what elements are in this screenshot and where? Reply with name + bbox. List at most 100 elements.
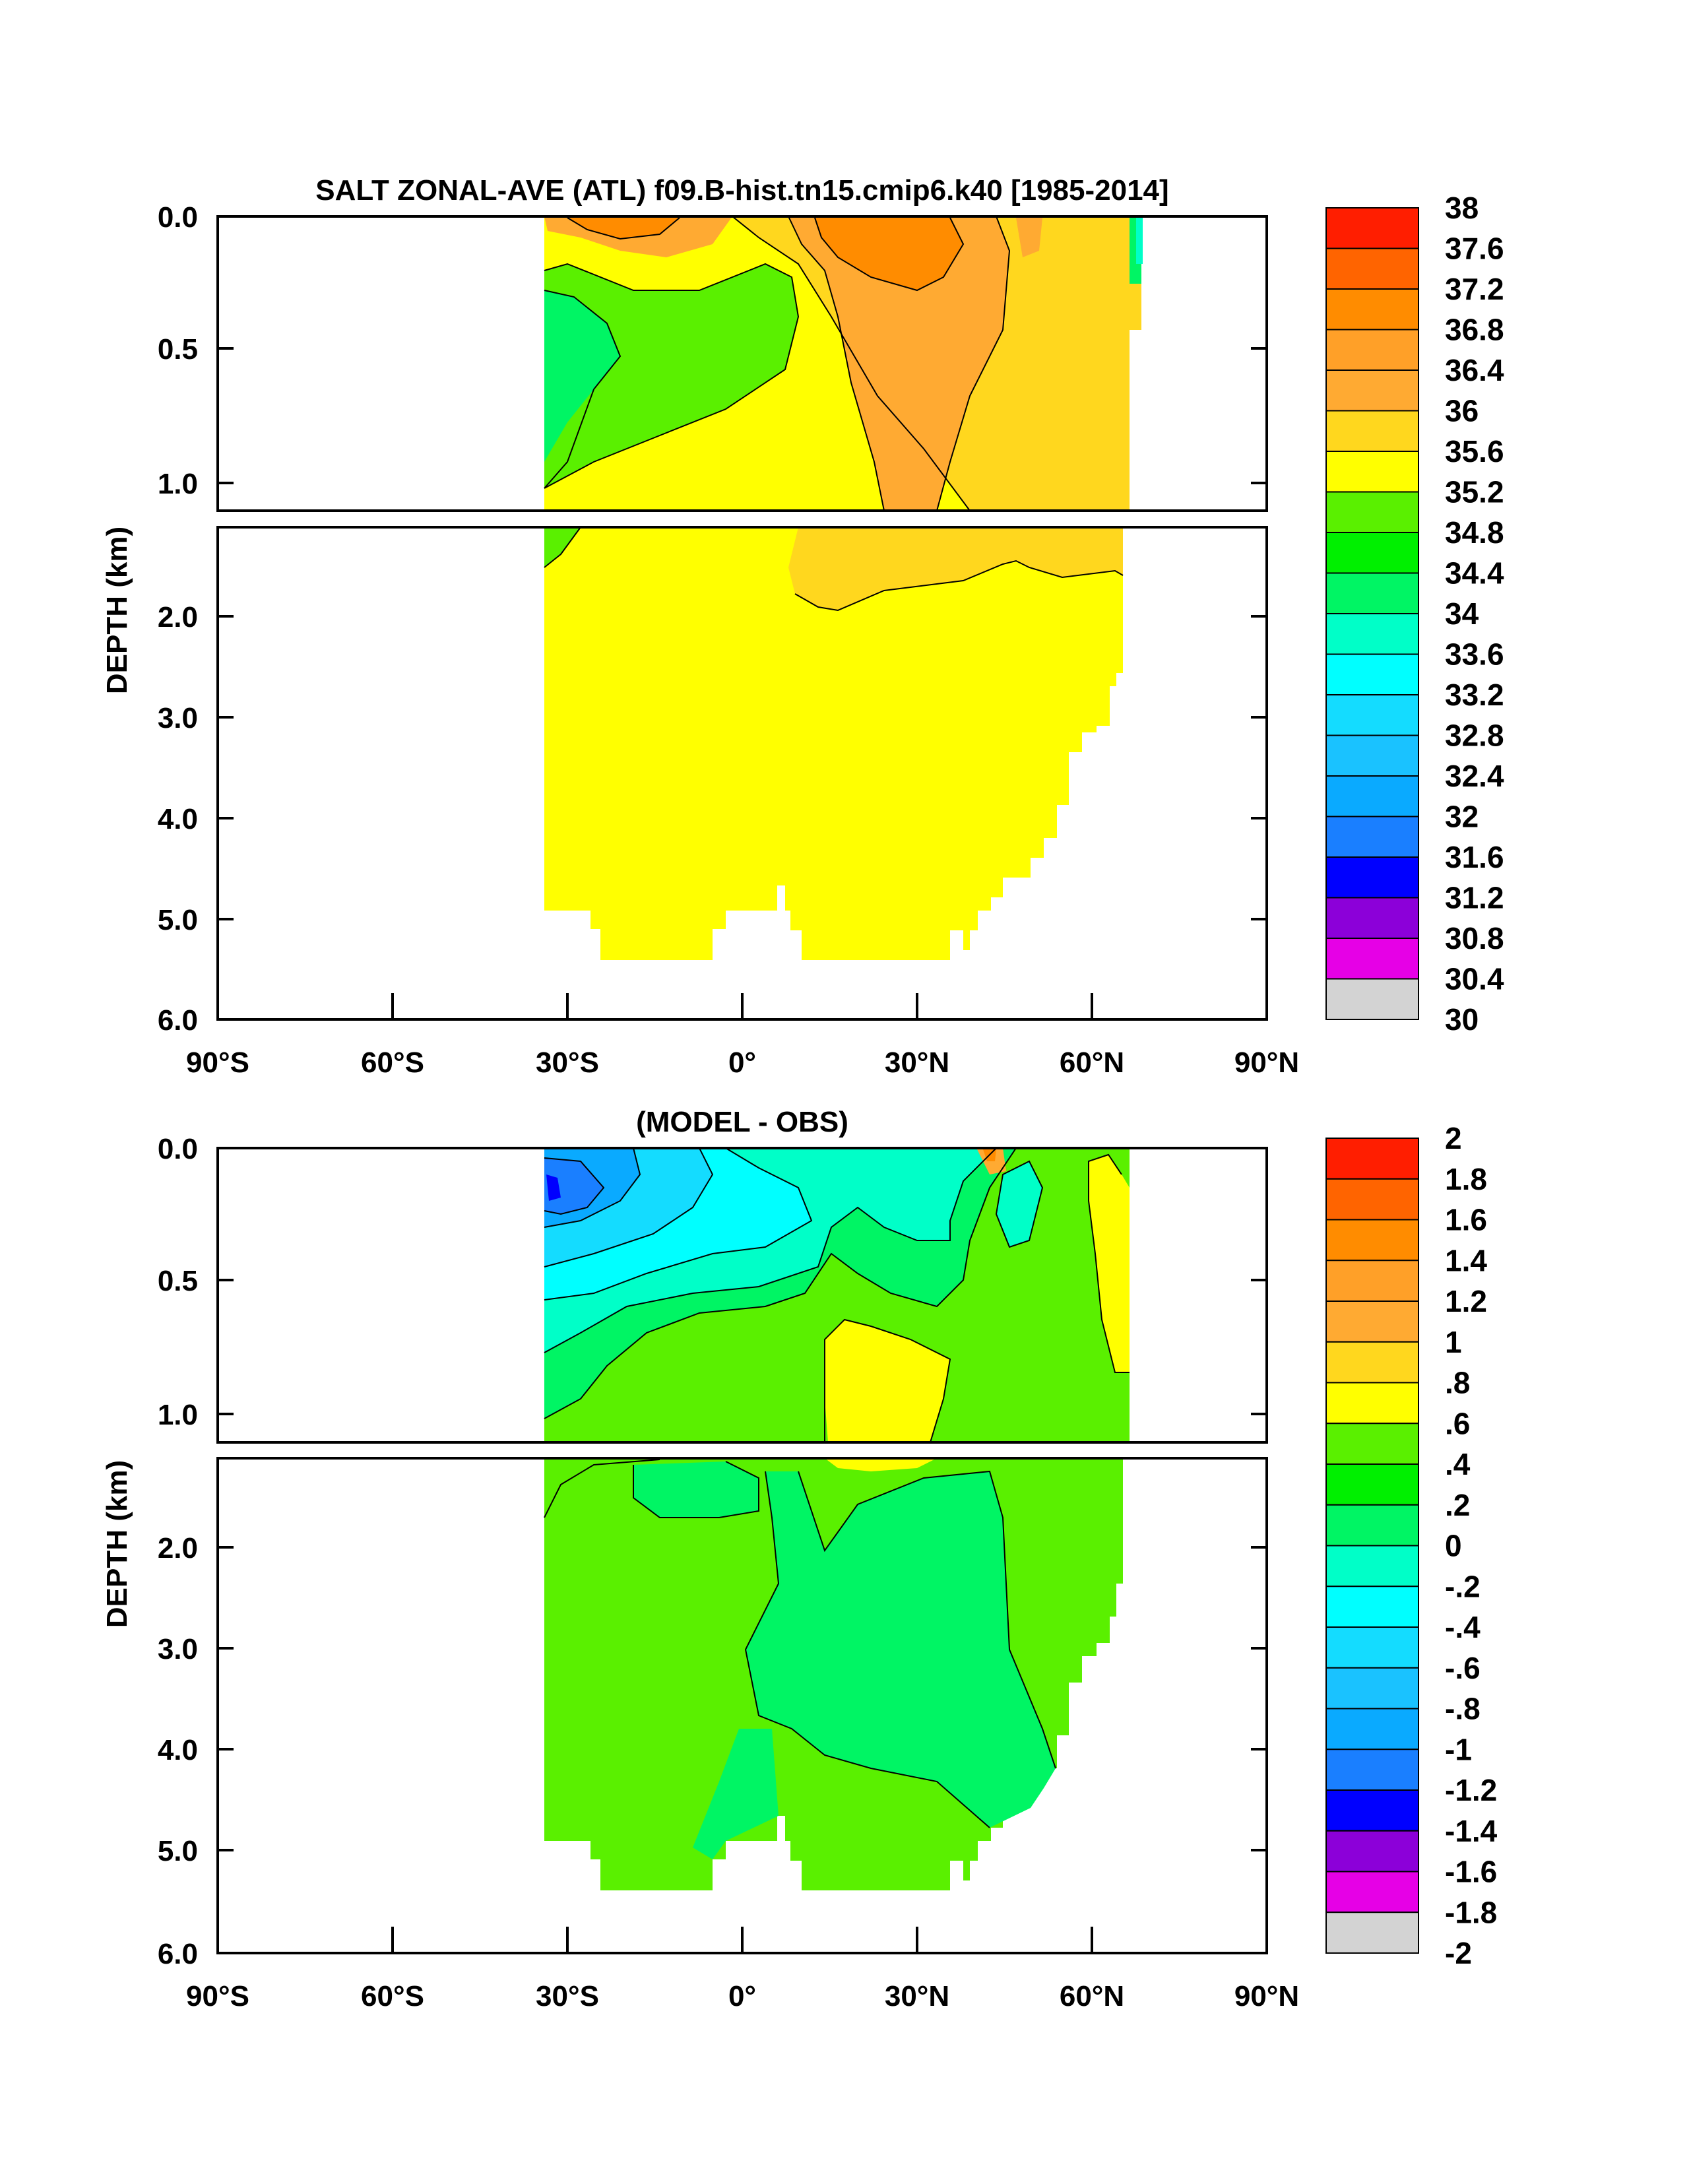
upper-east-cyan2 — [1136, 218, 1143, 264]
panel1-title: SALT ZONAL-AVE (ATL) f09.B-hist.tn15.cmi… — [315, 174, 1168, 207]
panel1-y-axis-label: DEPTH (km) — [101, 527, 133, 694]
colorbar-label: 33.6 — [1445, 637, 1504, 672]
contour-line — [544, 290, 621, 489]
y-tick-label: 0.0 — [158, 201, 198, 234]
contour-line — [1088, 1153, 1130, 1373]
colorbar-label: -2 — [1445, 1936, 1472, 1970]
x-tick-label: 0° — [728, 1980, 756, 2012]
x-tick-label: 60°N — [1060, 1980, 1124, 2012]
y-tick-label: 6.0 — [158, 1938, 198, 1970]
y-tick-label: 4.0 — [158, 1734, 198, 1766]
colorbar-label: -1.6 — [1445, 1855, 1497, 1889]
contour-line — [824, 1318, 951, 1442]
x-tick-label: 60°N — [1060, 1046, 1124, 1079]
y-tick-label: 3.0 — [158, 1633, 198, 1665]
panel2-title: (MODEL - OBS) — [636, 1106, 848, 1138]
colorbar-label: -.4 — [1445, 1610, 1481, 1644]
colorbar-label: .6 — [1445, 1406, 1470, 1440]
colorbar-box — [1325, 1219, 1419, 1262]
contour-line — [544, 1148, 641, 1228]
y-tick-label: 5.0 — [158, 904, 198, 936]
colorbar-label: 32 — [1445, 800, 1479, 834]
upper-deep-orange — [815, 218, 963, 290]
contour-line — [732, 216, 971, 511]
contour-line — [567, 217, 680, 240]
y-tick-label: 2.0 — [158, 601, 198, 633]
upper-east-orange — [1016, 218, 1042, 257]
colorbar-label: .8 — [1445, 1366, 1470, 1400]
colorbar-box — [1325, 1341, 1419, 1384]
colorbar-box — [1325, 247, 1419, 290]
colorbar-box — [1325, 1626, 1419, 1669]
diff-upper-blue2 — [544, 1158, 604, 1214]
colorbar-box — [1325, 938, 1419, 980]
colorbar-box — [1325, 1138, 1419, 1180]
colorbar-label: 36.8 — [1445, 313, 1504, 347]
colorbar-box — [1325, 410, 1419, 452]
x-tick-label: 30°N — [885, 1980, 949, 2012]
colorbar-label: 36 — [1445, 394, 1479, 428]
x-tick-label: 90°S — [186, 1046, 249, 1079]
y-tick-label: 3.0 — [158, 702, 198, 734]
contour-line — [814, 217, 965, 292]
x-tick-label: 60°S — [361, 1980, 424, 2012]
lower-green-wedge — [544, 527, 581, 567]
panel2-y-ticks-lower: 2.0 3.0 4.0 5.0 6.0 — [158, 1532, 1267, 1970]
colorbar-box — [1325, 451, 1419, 493]
colorbar-box — [1325, 1708, 1419, 1750]
contour-line — [995, 1160, 1044, 1248]
y-tick-label: 1.0 — [158, 468, 198, 500]
colorbar-label: 31.2 — [1445, 881, 1504, 915]
colorbar-box — [1325, 1463, 1419, 1506]
colorbar-box — [1325, 897, 1419, 939]
colorbar-box — [1325, 207, 1419, 249]
colorbar-box — [1325, 1911, 1419, 1954]
colorbar-label: 32.4 — [1445, 759, 1504, 793]
contour-line — [544, 1148, 997, 1353]
x-tick-label: 90°S — [186, 1980, 249, 2012]
colorbar-box — [1325, 532, 1419, 574]
colorbar-label: 30.4 — [1445, 962, 1504, 996]
colorbar-box — [1325, 734, 1419, 777]
panel1-x-ticks: 90°S 60°S 30°S 0° 30°N 60°N 90°N — [186, 993, 1299, 1079]
contour-line — [544, 1148, 813, 1301]
panel2-upper-frame — [216, 1147, 1268, 1444]
colorbar-label: -.8 — [1445, 1692, 1481, 1726]
x-tick-label: 90°N — [1234, 1980, 1299, 2012]
colorbar-box — [1325, 572, 1419, 614]
colorbar-label: 34.4 — [1445, 556, 1504, 591]
colorbar-box — [1325, 1382, 1419, 1425]
contour-line — [936, 216, 1011, 511]
colorbar-label: 34 — [1445, 596, 1479, 631]
colorbar-label: 31.6 — [1445, 840, 1504, 874]
panel1-y-ticks-lower: 2.0 3.0 4.0 5.0 6.0 — [158, 601, 1267, 1037]
y-tick-label: 2.0 — [158, 1532, 198, 1564]
panel2-y-axis-label: DEPTH (km) — [101, 1460, 133, 1628]
colorbar-label: 2 — [1445, 1121, 1462, 1155]
colorbar-label: 1 — [1445, 1325, 1462, 1359]
colorbar-label: 1.8 — [1445, 1162, 1487, 1196]
upper-green-lime — [544, 264, 798, 488]
colorbar-box — [1325, 1830, 1419, 1873]
panel-salinity: SALT ZONAL-AVE (ATL) f09.B-hist.tn15.cmi… — [101, 174, 1504, 1079]
colorbar-label: -.2 — [1445, 1569, 1481, 1603]
contour-line — [633, 1461, 759, 1518]
contour-line — [794, 560, 1124, 612]
colorbar-box — [1325, 369, 1419, 412]
diff-lower-yellow-top — [825, 1458, 937, 1471]
diff-upper-east-yellow — [1089, 1155, 1130, 1372]
diff-lower-mint-west — [633, 1461, 759, 1518]
y-tick-label: 0.5 — [158, 333, 198, 366]
panel1-y-ticks-upper: 0.0 0.5 1.0 — [158, 201, 1267, 500]
x-tick-label: 30°S — [536, 1046, 599, 1079]
colorbar-label: -1.8 — [1445, 1895, 1497, 1929]
contour-line — [544, 1148, 1017, 1419]
colorbar-box — [1325, 775, 1419, 818]
colorbar-box — [1325, 491, 1419, 533]
panel1-upper-frame — [216, 215, 1268, 512]
colorbar-label: .4 — [1445, 1447, 1471, 1481]
y-tick-label: 6.0 — [158, 1004, 198, 1037]
colorbar-label: 30.8 — [1445, 921, 1504, 955]
upper-orange — [788, 216, 1009, 511]
colorbar-label: -.6 — [1445, 1651, 1481, 1685]
